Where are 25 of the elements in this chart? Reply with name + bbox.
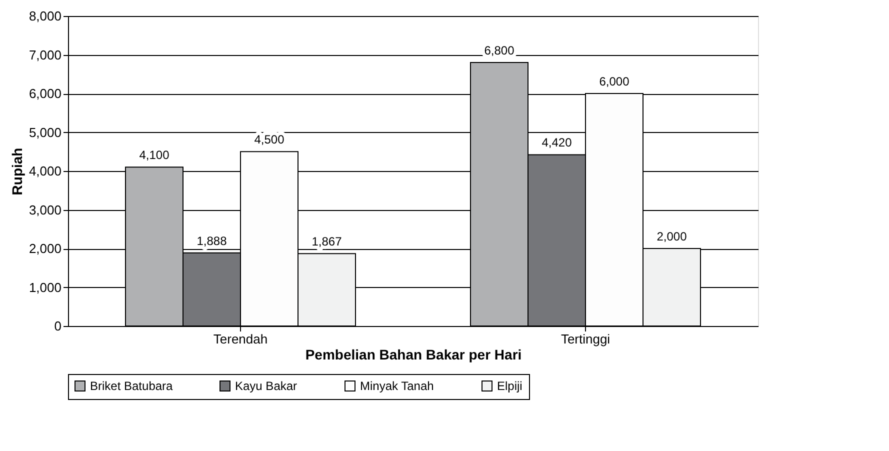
y-tick-label: 6,000 [28,86,62,101]
data-label: 4,100 [139,148,170,162]
x-tick-label: Tertinggi [560,332,610,346]
legend-label: Briket Batubara [90,379,174,393]
legend-label: Kayu Bakar [235,379,298,393]
y-tick-label: 8,000 [28,8,62,24]
y-tick-label: 0 [54,318,62,334]
x-tick-label: Terendah [213,332,268,346]
y-tick-label: 2,000 [28,241,62,256]
y-tick-label: 4,000 [28,164,62,178]
data-label: 6,800 [484,44,515,58]
data-label: 6,000 [599,74,630,88]
y-tick-label: 3,000 [28,202,62,218]
y-tick-label: 7,000 [28,47,62,62]
legend-label: Elpiji [497,379,522,393]
data-label: 4,500 [254,132,285,147]
y-tick-label: 5,000 [28,124,62,140]
data-label: 2,000 [656,230,688,244]
y-axis-title: Rupiah [8,148,25,196]
legend-label: Minyak Tanah [360,379,434,393]
y-tick-label: 1,000 [28,280,62,295]
data-label: 4,420 [542,136,572,150]
x-axis-title: Pembelian Bahan Bakar per Hari [305,346,522,362]
data-label: 1,888 [196,234,228,248]
data-label: 1,867 [312,234,342,249]
